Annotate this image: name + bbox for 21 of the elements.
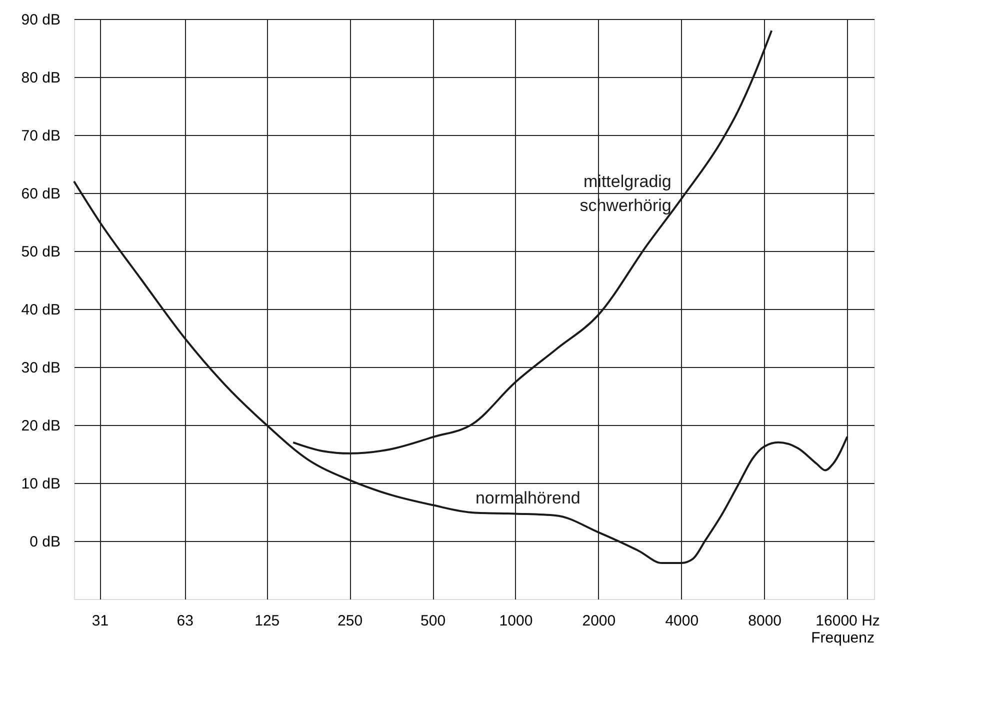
- y-tick-label: 40 dB: [21, 302, 60, 318]
- x-tick-label: 500: [420, 612, 446, 630]
- y-tick-label: 80 dB: [21, 70, 60, 86]
- x-tick-label: 1000: [499, 612, 533, 630]
- x-tick-label: 4000: [665, 612, 699, 630]
- y-tick-label: 30 dB: [21, 360, 60, 376]
- x-tick-label: 250: [338, 612, 363, 630]
- x-tick-label: 8000: [748, 612, 782, 630]
- y-tick-label: 10 dB: [21, 476, 60, 492]
- x-tick-label: 16000 Hz: [816, 612, 880, 630]
- x-tick-label: 63: [176, 612, 194, 630]
- y-tick-label: 20 dB: [21, 418, 60, 434]
- x-tick-label: 31: [92, 612, 109, 630]
- y-tick-label: 90 dB: [21, 12, 60, 28]
- y-tick-label: 70 dB: [21, 128, 60, 144]
- y-tick-label: 50 dB: [21, 244, 60, 260]
- x-axis-title: Frequenz: [811, 630, 874, 646]
- y-tick-label: 60 dB: [21, 186, 60, 202]
- y-tick-label: 0 dB: [30, 534, 60, 550]
- x-tick-label: 125: [254, 612, 280, 630]
- x-tick-label: 2000: [582, 612, 616, 630]
